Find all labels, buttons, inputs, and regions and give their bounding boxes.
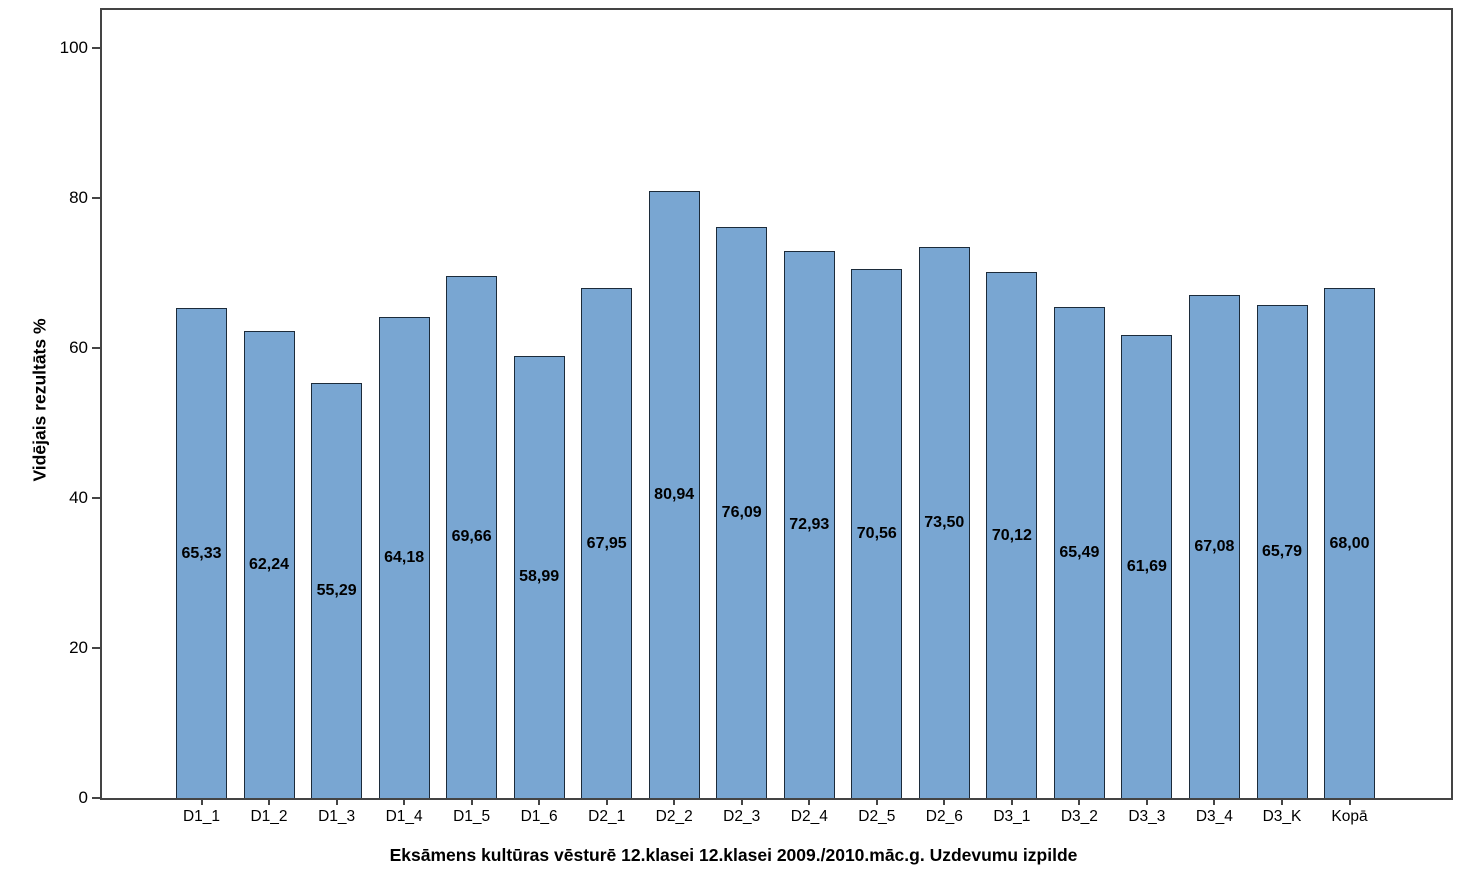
bar: 67,08 bbox=[1188, 294, 1240, 798]
bar: 76,09 bbox=[716, 227, 768, 798]
bar: 58,99 bbox=[513, 355, 565, 798]
x-axis-tick bbox=[470, 798, 473, 805]
bar: 65,49 bbox=[1053, 306, 1105, 798]
x-axis-tick bbox=[335, 798, 338, 805]
x-tick-label: D1_6 bbox=[520, 808, 558, 825]
x-tick-label: D2_2 bbox=[655, 808, 693, 825]
bar: 70,12 bbox=[986, 272, 1038, 798]
x-tick-label: D3_2 bbox=[1060, 808, 1098, 825]
bar-value-label: 80,94 bbox=[654, 486, 695, 503]
x-tick-label: D2_6 bbox=[925, 808, 963, 825]
bar-value-label: 65,79 bbox=[1261, 542, 1303, 560]
x-axis-title: Eksāmens kultūras vēsturē 12.klasei 12.k… bbox=[389, 845, 1078, 865]
x-axis-tick bbox=[1281, 798, 1283, 805]
x-axis-tick bbox=[1348, 798, 1351, 805]
y-tick-label: 60 bbox=[69, 338, 88, 357]
x-tick-label: D3_1 bbox=[993, 808, 1031, 825]
bar: 69,66 bbox=[446, 275, 498, 798]
x-tick-label: D1_3 bbox=[318, 808, 356, 825]
x-tick-label: D2_1 bbox=[588, 808, 626, 825]
y-axis-tick bbox=[92, 47, 100, 49]
x-tick-label: D2_3 bbox=[723, 808, 761, 825]
x-axis-tick bbox=[1145, 798, 1148, 805]
y-axis-tick bbox=[92, 197, 100, 199]
bar-value-label: 67,08 bbox=[1194, 537, 1235, 555]
bar-value-label: 65,33 bbox=[181, 544, 222, 562]
x-tick-label: D2_4 bbox=[790, 808, 828, 825]
x-axis-tick bbox=[808, 798, 811, 805]
bar-value-label: 72,93 bbox=[789, 516, 830, 533]
x-axis-tick bbox=[268, 798, 270, 805]
x-tick-label: D1_2 bbox=[250, 808, 288, 825]
y-axis-tick bbox=[92, 797, 100, 799]
y-tick-label: 40 bbox=[69, 488, 88, 507]
x-axis-tick bbox=[740, 798, 743, 805]
bar-value-label: 67,95 bbox=[586, 534, 627, 552]
plot-area: 65,33 D1_1 62,24 D1_2 55,29 D1_3 64,18 D1_4 69,6… bbox=[60, 8, 1453, 825]
bar-value-label: 70,56 bbox=[856, 524, 897, 542]
x-axis-tick bbox=[538, 798, 541, 805]
bar-value-label: 65,49 bbox=[1059, 543, 1100, 561]
bar: 70,56 bbox=[851, 268, 903, 798]
x-tick-label: D3_4 bbox=[1195, 808, 1233, 825]
bar-value-label: 76,09 bbox=[721, 504, 762, 522]
bar: 61,69 bbox=[1121, 335, 1173, 798]
bar: 68,00 bbox=[1324, 288, 1375, 798]
bar: 65,79 bbox=[1256, 304, 1308, 798]
x-tick-label: D1_4 bbox=[385, 808, 423, 825]
x-tick-label: D1_1 bbox=[182, 808, 221, 825]
y-axis-title: Vidējais rezultāts % bbox=[29, 318, 50, 482]
y-axis-tick bbox=[92, 347, 100, 349]
bar-value-label: 73,50 bbox=[924, 513, 965, 531]
bar-value-label: 68,00 bbox=[1329, 534, 1370, 552]
bar: 65,33 bbox=[176, 308, 227, 798]
bar-value-label: 70,12 bbox=[991, 526, 1032, 544]
x-tick-label: Kopā bbox=[1331, 808, 1368, 825]
x-axis-tick bbox=[403, 798, 406, 805]
x-axis-tick bbox=[605, 798, 608, 805]
x-axis-tick bbox=[1010, 798, 1013, 805]
bar: 64,18 bbox=[378, 316, 430, 798]
x-axis-tick bbox=[943, 798, 946, 805]
x-axis-tick bbox=[1213, 798, 1216, 805]
x-tick-label: D2_5 bbox=[858, 808, 896, 825]
bar: 73,50 bbox=[918, 246, 970, 798]
bar: 67,95 bbox=[581, 288, 633, 798]
bar: 72,93 bbox=[783, 251, 835, 798]
x-axis-tick bbox=[1078, 798, 1081, 805]
x-axis-tick bbox=[673, 798, 676, 805]
x-axis-tick bbox=[200, 798, 203, 805]
y-tick-label: 0 bbox=[78, 788, 88, 807]
bar-value-label: 58,99 bbox=[519, 568, 560, 586]
bar: 55,29 bbox=[311, 383, 363, 798]
bar-value-label: 64,18 bbox=[384, 548, 425, 566]
x-axis-tick bbox=[875, 798, 878, 805]
bar-value-label: 62,24 bbox=[248, 556, 290, 574]
y-tick-label: 100 bbox=[59, 38, 88, 57]
y-axis-tick bbox=[92, 497, 100, 499]
x-tick-label: D3_3 bbox=[1128, 808, 1166, 825]
bar: 80,94 bbox=[648, 191, 700, 798]
bar-value-label: 69,66 bbox=[451, 528, 492, 546]
x-tick-label: D3_K bbox=[1262, 808, 1302, 825]
y-tick-label: 80 bbox=[69, 188, 88, 207]
bar-value-label: 55,29 bbox=[316, 582, 357, 600]
x-tick-label: D1_5 bbox=[453, 808, 491, 825]
bar-value-label: 61,69 bbox=[1126, 558, 1167, 576]
bar: 62,24 bbox=[243, 331, 295, 798]
y-tick-label: 20 bbox=[69, 638, 88, 657]
y-axis-tick bbox=[92, 647, 100, 649]
